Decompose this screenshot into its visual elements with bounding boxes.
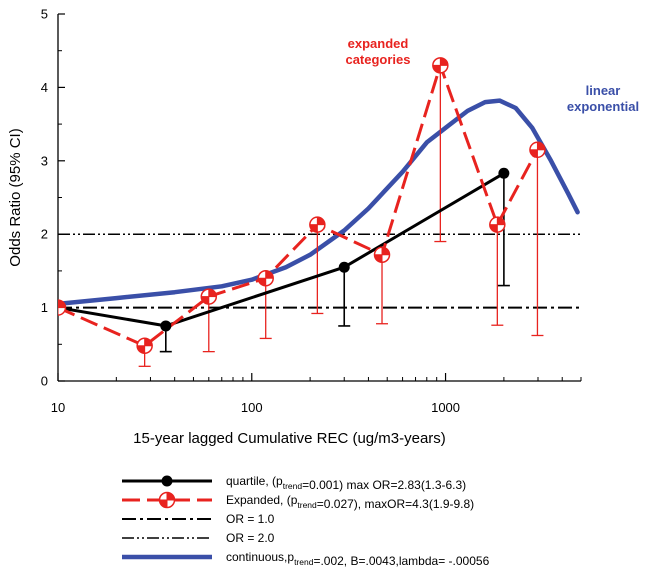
checker-marker-quadrant: [309, 224, 318, 233]
y-tick-label: 5: [41, 7, 48, 22]
checker-marker-quadrant: [258, 278, 266, 286]
legend-text-part: =.002, B=.0043,lambda= -.00056: [313, 554, 489, 568]
legend-subscript: trend: [283, 481, 303, 491]
checker-marker-quadrant: [51, 308, 59, 316]
expanded-point: [432, 57, 449, 74]
y-axis-title: Odds Ratio (95% CI): [7, 128, 24, 266]
y-tick-label: 4: [41, 80, 48, 95]
legend-entry-continuous: continuous,ptrend=.002, B=.0043,lambda= …: [122, 550, 490, 568]
expanded-point: [200, 288, 218, 305]
checker-marker-quadrant: [144, 338, 153, 346]
legend-entry-or2: OR = 2.0: [122, 531, 275, 545]
legend-label: OR = 2.0: [226, 531, 275, 545]
y-tick-label: 1: [41, 300, 48, 315]
expanded-point: [136, 337, 153, 355]
quartile-line: [58, 172, 505, 328]
checker-marker-quadrant: [374, 254, 383, 263]
annotation-line: linear: [586, 83, 621, 98]
annotation-line: expanded: [348, 36, 409, 51]
checker-marker-quadrant: [208, 289, 217, 297]
expanded-line: [58, 63, 539, 348]
legend-swatch-marker: [161, 475, 173, 487]
checker-marker-quadrant: [58, 300, 66, 308]
expanded-point: [529, 141, 546, 159]
quartile-point: [498, 167, 510, 179]
expanded-annotation: expanded categories: [345, 36, 410, 67]
legend-text-part: quartile, (p: [226, 474, 283, 488]
legend-label: quartile, (ptrend=0.001) max OR=2.83(1.3…: [226, 474, 466, 492]
legend-text-part: Expanded, (p: [226, 493, 298, 507]
x-tick-label: 10: [51, 400, 65, 415]
legend-label: Expanded, (ptrend=0.027), maxOR=4.3(1.9-…: [226, 493, 474, 511]
legend-text-part: =0.027), maxOR=4.3(1.9-9.8): [317, 497, 474, 511]
checker-marker-quadrant: [265, 270, 274, 279]
x-tick-label: 100: [241, 400, 263, 415]
expanded-point: [309, 216, 326, 233]
x-tick-label: 1000: [431, 400, 460, 415]
annotation-line: categories: [345, 52, 410, 67]
legend-entry-expanded: Expanded, (ptrend=0.027), maxOR=4.3(1.9-…: [122, 491, 474, 511]
linear-exp-annotation: linear exponential: [567, 83, 639, 114]
series-layer: [51, 57, 580, 367]
legend-label: continuous,ptrend=.002, B=.0043,lambda= …: [226, 550, 490, 568]
annotations: expanded categories linear exponential: [345, 36, 639, 114]
expanded-point: [373, 246, 391, 264]
legend-subscript: trend: [294, 557, 314, 567]
legend-text-part: OR = 1.0: [226, 512, 275, 526]
checker-marker-quadrant: [167, 492, 175, 500]
quartile-point: [338, 261, 350, 273]
legend-text-part: continuous,p: [226, 550, 294, 564]
y-tick-label: 0: [41, 374, 48, 389]
checker-marker-quadrant: [537, 142, 545, 150]
expanded-point: [51, 299, 67, 316]
checker-marker-quadrant: [201, 296, 209, 305]
expanded-point: [257, 269, 274, 287]
y-tick-label: 3: [41, 153, 48, 168]
checker-marker-quadrant: [529, 149, 538, 158]
y-tick-label: 2: [41, 227, 48, 242]
x-axis-title: 15-year lagged Cumulative REC (ug/m3-yea…: [133, 430, 446, 447]
legend-entry-or1: OR = 1.0: [122, 512, 275, 526]
checker-marker-quadrant: [497, 217, 505, 225]
legend-text-part: OR = 2.0: [226, 531, 275, 545]
continuous-curve: [58, 98, 580, 307]
checker-marker-quadrant: [382, 247, 390, 255]
legend-entry-quartile: quartile, (ptrend=0.001) max OR=2.83(1.3…: [122, 474, 466, 492]
checker-marker-quadrant: [440, 57, 448, 66]
legend-text-part: =0.001) max OR=2.83(1.3-6.3): [302, 478, 466, 492]
checker-marker-quadrant: [159, 500, 167, 508]
legend: quartile, (ptrend=0.001) max OR=2.83(1.3…: [122, 474, 490, 568]
checker-marker-quadrant: [317, 217, 325, 225]
plot-area: [51, 57, 580, 367]
annotation-line: exponential: [567, 99, 639, 114]
checker-marker-quadrant: [137, 345, 145, 354]
reference-lines: [58, 233, 581, 309]
legend-subscript: trend: [297, 500, 317, 510]
legend-label: OR = 1.0: [226, 512, 275, 526]
legend-swatch-marker: [158, 491, 176, 509]
quartile-point: [160, 320, 172, 332]
expanded-point: [489, 216, 506, 233]
checker-marker-quadrant: [489, 224, 498, 233]
axes: 0 1 2 3 4 5 10 100 1000 15-year lagged Cumulative…: [7, 7, 582, 447]
checker-marker-quadrant: [432, 65, 441, 73]
